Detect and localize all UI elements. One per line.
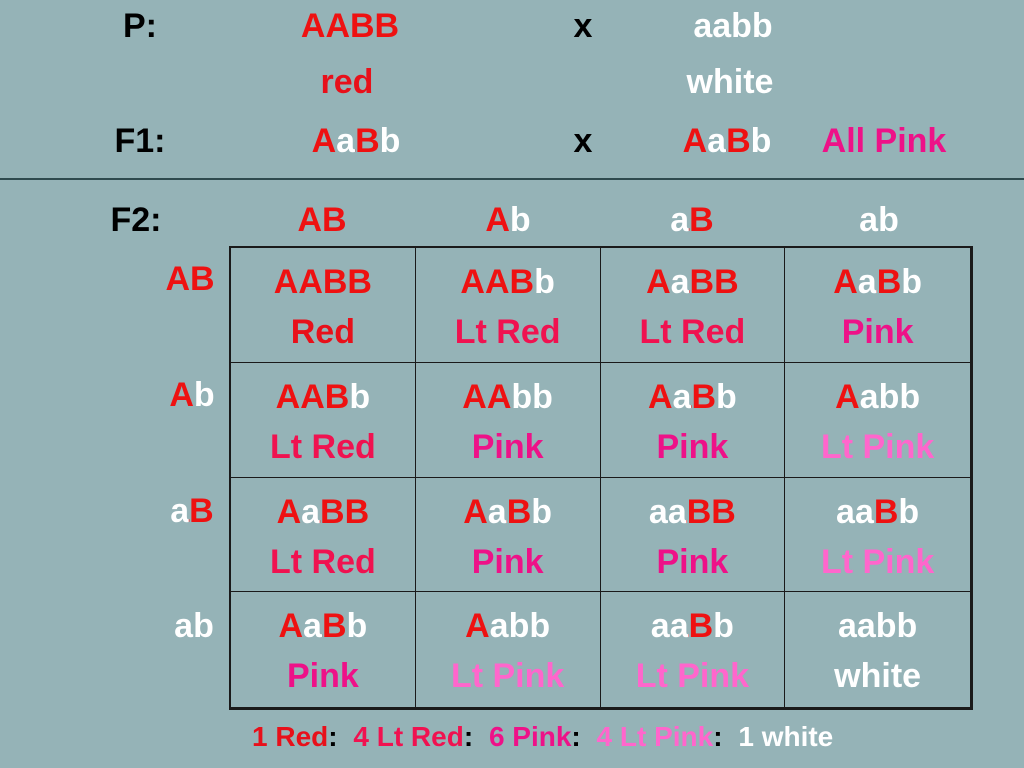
punnett-cell: AaBb Pink bbox=[415, 477, 601, 593]
ratio-separator: : bbox=[463, 721, 474, 752]
cell-genotype: aabb bbox=[837, 607, 918, 646]
p-parent2-phenotype: white bbox=[686, 63, 774, 101]
cell-phenotype: Pink bbox=[656, 542, 729, 581]
punnett-cell: aaBb Lt Pink bbox=[601, 592, 786, 707]
ratio-item: 4 Lt Pink bbox=[596, 721, 714, 752]
cell-phenotype: Pink bbox=[471, 542, 544, 581]
punnett-square: AABB Red AABb Lt Red AaBB Lt Red AaBb Pink A… bbox=[229, 246, 973, 710]
cell-genotype: aaBb bbox=[650, 607, 734, 646]
punnett-cell: AaBb Pink bbox=[600, 362, 786, 478]
punnett-cell: AaBB Lt Red bbox=[231, 477, 416, 593]
ratio-separator: : bbox=[571, 721, 581, 752]
cell-phenotype: Pink bbox=[286, 657, 359, 696]
p-parent1-phenotype: red bbox=[320, 63, 374, 101]
punnett-cell: Aabb Lt Pink bbox=[785, 363, 970, 478]
punnett-cell: aaBb Lt Pink bbox=[785, 478, 970, 593]
punnett-cell: AaBb Pink bbox=[231, 592, 416, 707]
cell-genotype: AABb bbox=[275, 377, 371, 416]
cell-genotype: aaBb bbox=[836, 492, 920, 531]
f1-cross-symbol: x bbox=[573, 122, 593, 160]
col-header: ab bbox=[859, 201, 899, 239]
cell-genotype: AaBb bbox=[463, 492, 553, 531]
cell-phenotype: Lt Red bbox=[454, 313, 561, 351]
cell-phenotype: Lt Red bbox=[639, 313, 746, 351]
punnett-cell: aabb white bbox=[785, 592, 970, 707]
cell-genotype: AABB bbox=[273, 263, 372, 301]
cell-genotype: aaBB bbox=[648, 492, 736, 531]
cell-genotype: AaBb bbox=[833, 263, 923, 301]
cell-genotype: AAbb bbox=[462, 377, 553, 416]
cell-genotype: AaBB bbox=[276, 492, 370, 531]
col-header: Ab bbox=[485, 201, 531, 239]
cell-phenotype: white bbox=[834, 657, 922, 696]
ratio-item: 1 white bbox=[738, 721, 834, 752]
punnett-cell: AABb Lt Red bbox=[415, 248, 601, 363]
cell-genotype: AABb bbox=[460, 263, 555, 301]
row-header: ab bbox=[174, 607, 214, 645]
cell-genotype: AaBB bbox=[646, 263, 739, 301]
punnett-cell: AABB Red bbox=[231, 248, 416, 363]
f1-parent1-genotype: AaBb bbox=[311, 122, 401, 160]
cell-genotype: Aabb bbox=[835, 377, 921, 416]
punnett-cell: AaBB Lt Red bbox=[600, 248, 786, 363]
cell-phenotype: Pink bbox=[471, 427, 544, 466]
cell-phenotype: Lt Pink bbox=[820, 542, 935, 581]
p-label: P: bbox=[123, 7, 157, 45]
ratio-item: 1 Red bbox=[252, 721, 329, 752]
phenotype-ratio: 1 Red: 4 Lt Red: 6 Pink: 4 Lt Pink: 1 wh… bbox=[252, 721, 833, 753]
cell-genotype: AaBb bbox=[647, 377, 737, 416]
cell-phenotype: Pink bbox=[841, 313, 914, 351]
f1-result: All Pink bbox=[821, 122, 947, 160]
p-parent2-genotype: aabb bbox=[693, 7, 773, 45]
col-header: AB bbox=[297, 201, 347, 239]
punnett-cell: AABb Lt Red bbox=[231, 362, 416, 478]
f1-parent2-genotype: AaBb bbox=[682, 122, 772, 160]
cell-phenotype: Lt Red bbox=[269, 542, 376, 581]
cell-phenotype: Red bbox=[290, 313, 355, 351]
p-parent1-genotype: AABB bbox=[300, 7, 400, 45]
ratio-separator: : bbox=[713, 721, 723, 752]
cell-phenotype: Lt Red bbox=[269, 427, 376, 466]
cell-genotype: Aabb bbox=[465, 607, 551, 646]
f2-label: F2: bbox=[110, 201, 162, 239]
cell-phenotype: Lt Pink bbox=[820, 427, 935, 466]
punnett-cell: AaBb Pink bbox=[785, 248, 970, 363]
row-header: AB bbox=[165, 260, 215, 298]
ratio-separator: : bbox=[328, 721, 338, 752]
ratio-item: 6 Pink bbox=[488, 721, 572, 752]
p-cross-symbol: x bbox=[573, 7, 593, 45]
divider-line bbox=[0, 178, 1024, 180]
ratio-item: 4 Lt Red bbox=[353, 721, 464, 752]
row-header: Ab bbox=[169, 376, 215, 414]
cell-phenotype: Lt Pink bbox=[450, 657, 565, 696]
col-header: aB bbox=[670, 201, 714, 239]
punnett-cell: Aabb Lt Pink bbox=[416, 592, 601, 707]
row-header: aB bbox=[170, 492, 214, 530]
cell-phenotype: Lt Pink bbox=[635, 657, 750, 696]
f1-label: F1: bbox=[114, 122, 166, 160]
punnett-cell: AAbb Pink bbox=[415, 362, 601, 478]
punnett-cell: aaBB Pink bbox=[600, 477, 786, 593]
cell-phenotype: Pink bbox=[656, 427, 729, 466]
cell-genotype: AaBb bbox=[278, 607, 368, 646]
